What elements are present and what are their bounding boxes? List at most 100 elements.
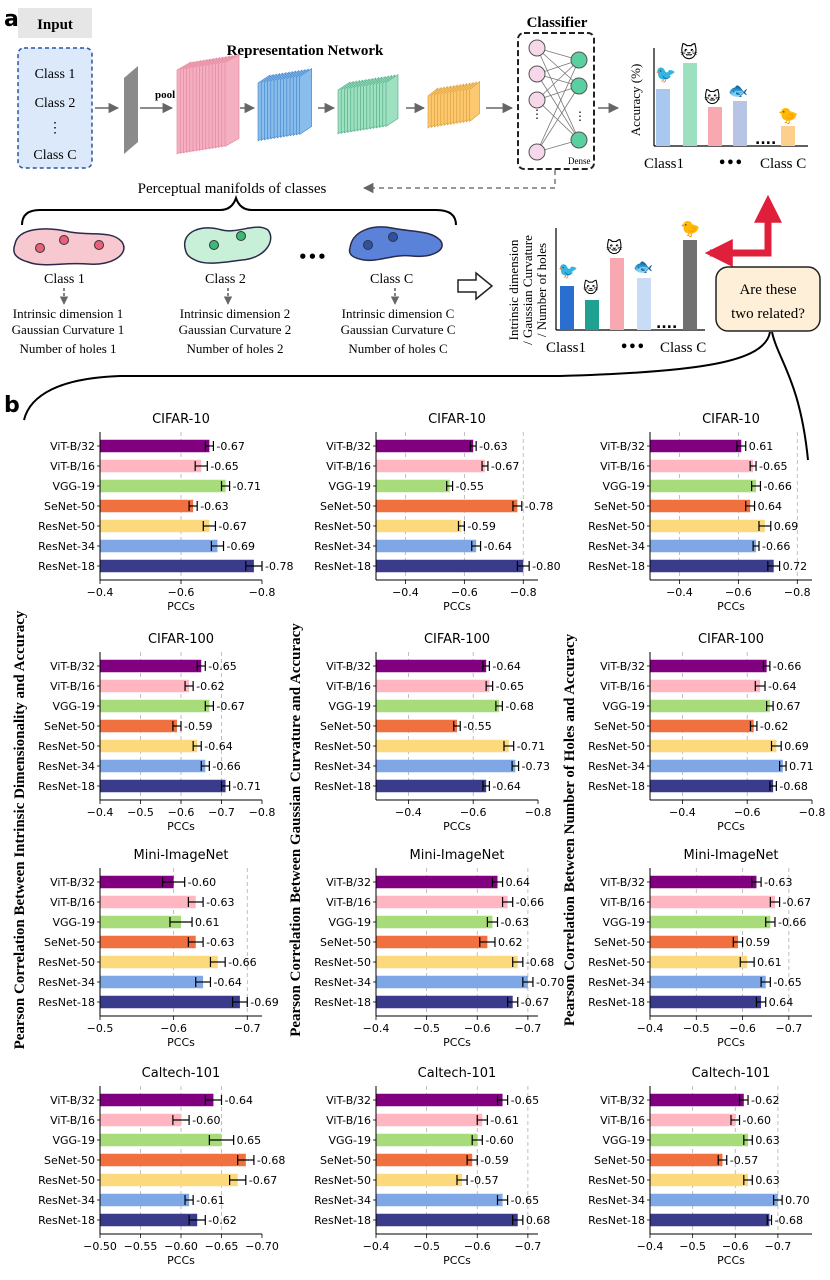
- data-label: -0.66: [212, 760, 240, 773]
- data-label: 0.64: [506, 876, 531, 889]
- data-label: 0.62: [498, 936, 523, 949]
- duck-icon: 🐤: [778, 106, 798, 125]
- classifier-dots-left: ⋮: [531, 107, 543, 121]
- classifier-edge: [536, 59, 580, 153]
- bar: [100, 1093, 214, 1107]
- bar: [376, 895, 508, 909]
- manifold-label-c: Class C: [370, 272, 413, 287]
- category-label: ResNet-34: [588, 760, 645, 773]
- bar: [650, 955, 748, 969]
- bar: [376, 539, 477, 553]
- category-label: SeNet-50: [594, 720, 645, 733]
- category-label: ViT-B/16: [600, 460, 645, 473]
- data-label: -0.68: [775, 1214, 803, 1227]
- data-label: -0.64: [213, 976, 241, 989]
- question-line-2: two related?: [731, 306, 805, 322]
- acc-x-first: Class1: [644, 156, 684, 172]
- x-tick-label: −0.7: [515, 1240, 542, 1253]
- category-label: VGG-19: [328, 1134, 371, 1147]
- cat-icon-4: 🐱: [606, 238, 623, 257]
- chart-title: CIFAR-100: [698, 632, 764, 647]
- chart-cifar-100-3: CIFAR-100 -0.66 ViT-B/32 -0.64 ViT-B/16 0.67 V…: [588, 632, 825, 833]
- x-tick-label: −0.6: [725, 586, 752, 599]
- category-label: ViT-B/32: [600, 1094, 645, 1107]
- x-axis-label: PCCs: [717, 1254, 745, 1267]
- bar: [376, 779, 487, 793]
- x-tick-label: −0.65: [205, 1240, 239, 1253]
- bar: [100, 659, 202, 673]
- data-label: -0.67: [521, 996, 549, 1009]
- classifier-edge: [536, 73, 580, 141]
- bar: [650, 479, 757, 493]
- x-axis-label: PCCs: [717, 600, 745, 613]
- manifold-label-1: Class 1: [44, 272, 85, 287]
- data-label: -0.64: [484, 540, 512, 553]
- data-label: -0.65: [208, 660, 236, 673]
- category-label: ViT-B/16: [50, 896, 95, 909]
- bar: [100, 1173, 238, 1187]
- category-label: ResNet-18: [314, 1214, 371, 1227]
- data-label: -0.62: [196, 680, 224, 693]
- bar: [376, 559, 524, 573]
- acc-ylabel: Accuracy (%): [628, 64, 643, 137]
- geo-ylabel-2: / Number of holes: [534, 243, 549, 337]
- red-arrow: [710, 194, 782, 257]
- bar: [100, 975, 204, 989]
- category-label: VGG-19: [52, 1134, 95, 1147]
- acc-bar-2: [683, 63, 697, 146]
- green-layer: [385, 73, 399, 128]
- category-label: ResNet-50: [588, 520, 645, 533]
- category-label: ResNet-34: [38, 540, 95, 553]
- prop-1-0: Intrinsic dimension 1: [13, 306, 124, 321]
- chart-title: CIFAR-100: [148, 632, 214, 647]
- bar: [100, 935, 196, 949]
- data-label: -0.63: [764, 876, 792, 889]
- category-label: ResNet-34: [38, 976, 95, 989]
- bar: [376, 439, 474, 453]
- pink-feature-stack: [176, 53, 240, 155]
- manifold-class-c: [348, 226, 443, 262]
- green-feature-stack: [337, 73, 399, 135]
- category-label: ResNet-18: [314, 996, 371, 1009]
- category-label: ViT-B/16: [50, 460, 95, 473]
- bar: [376, 479, 450, 493]
- chart-title: Mini-ImageNet: [410, 848, 505, 863]
- bird-icon: 🐦: [655, 65, 676, 85]
- x-tick-label: −0.5: [683, 1022, 710, 1035]
- data-label: 0.63: [755, 1134, 780, 1147]
- category-label: ViT-B/16: [326, 460, 371, 473]
- x-tick-label: −0.4: [666, 586, 693, 599]
- prop-c-1: Gaussian Curvature C: [341, 322, 456, 337]
- category-label: ResNet-34: [38, 760, 95, 773]
- data-label: -0.63: [501, 916, 529, 929]
- category-label: ResNet-34: [314, 976, 371, 989]
- x-tick-label: −0.8: [784, 586, 811, 599]
- bar: [100, 679, 190, 693]
- x-axis-label: PCCs: [717, 1036, 745, 1049]
- data-label: -0.68: [779, 780, 807, 793]
- data-label: -0.60: [188, 876, 216, 889]
- bar: [650, 1173, 749, 1187]
- x-tick-label: −0.7: [234, 1022, 261, 1035]
- data-label: 0.70: [785, 1194, 810, 1207]
- data-label: -0.59: [467, 520, 495, 533]
- bar: [100, 559, 254, 573]
- category-label: ViT-B/16: [326, 1114, 371, 1127]
- hollow-arrow: [457, 271, 494, 301]
- category-label: VGG-19: [52, 916, 95, 929]
- bar: [100, 499, 194, 513]
- category-label: VGG-19: [602, 916, 645, 929]
- prop-2-2: Number of holes 2: [186, 341, 283, 356]
- data-label: -0.71: [233, 480, 261, 493]
- category-label: ResNet-50: [314, 740, 371, 753]
- data-label: 0.64: [758, 500, 783, 513]
- x-tick-label: −0.7: [515, 1022, 542, 1035]
- category-label: ResNet-34: [38, 1194, 95, 1207]
- category-label: VGG-19: [52, 700, 95, 713]
- panel-a: a Input Class 1 Class 2 ⋮ Class C pool R…: [4, 7, 821, 461]
- category-label: ViT-B/32: [326, 440, 371, 453]
- bar: [650, 875, 757, 889]
- x-axis-label: PCCs: [443, 600, 471, 613]
